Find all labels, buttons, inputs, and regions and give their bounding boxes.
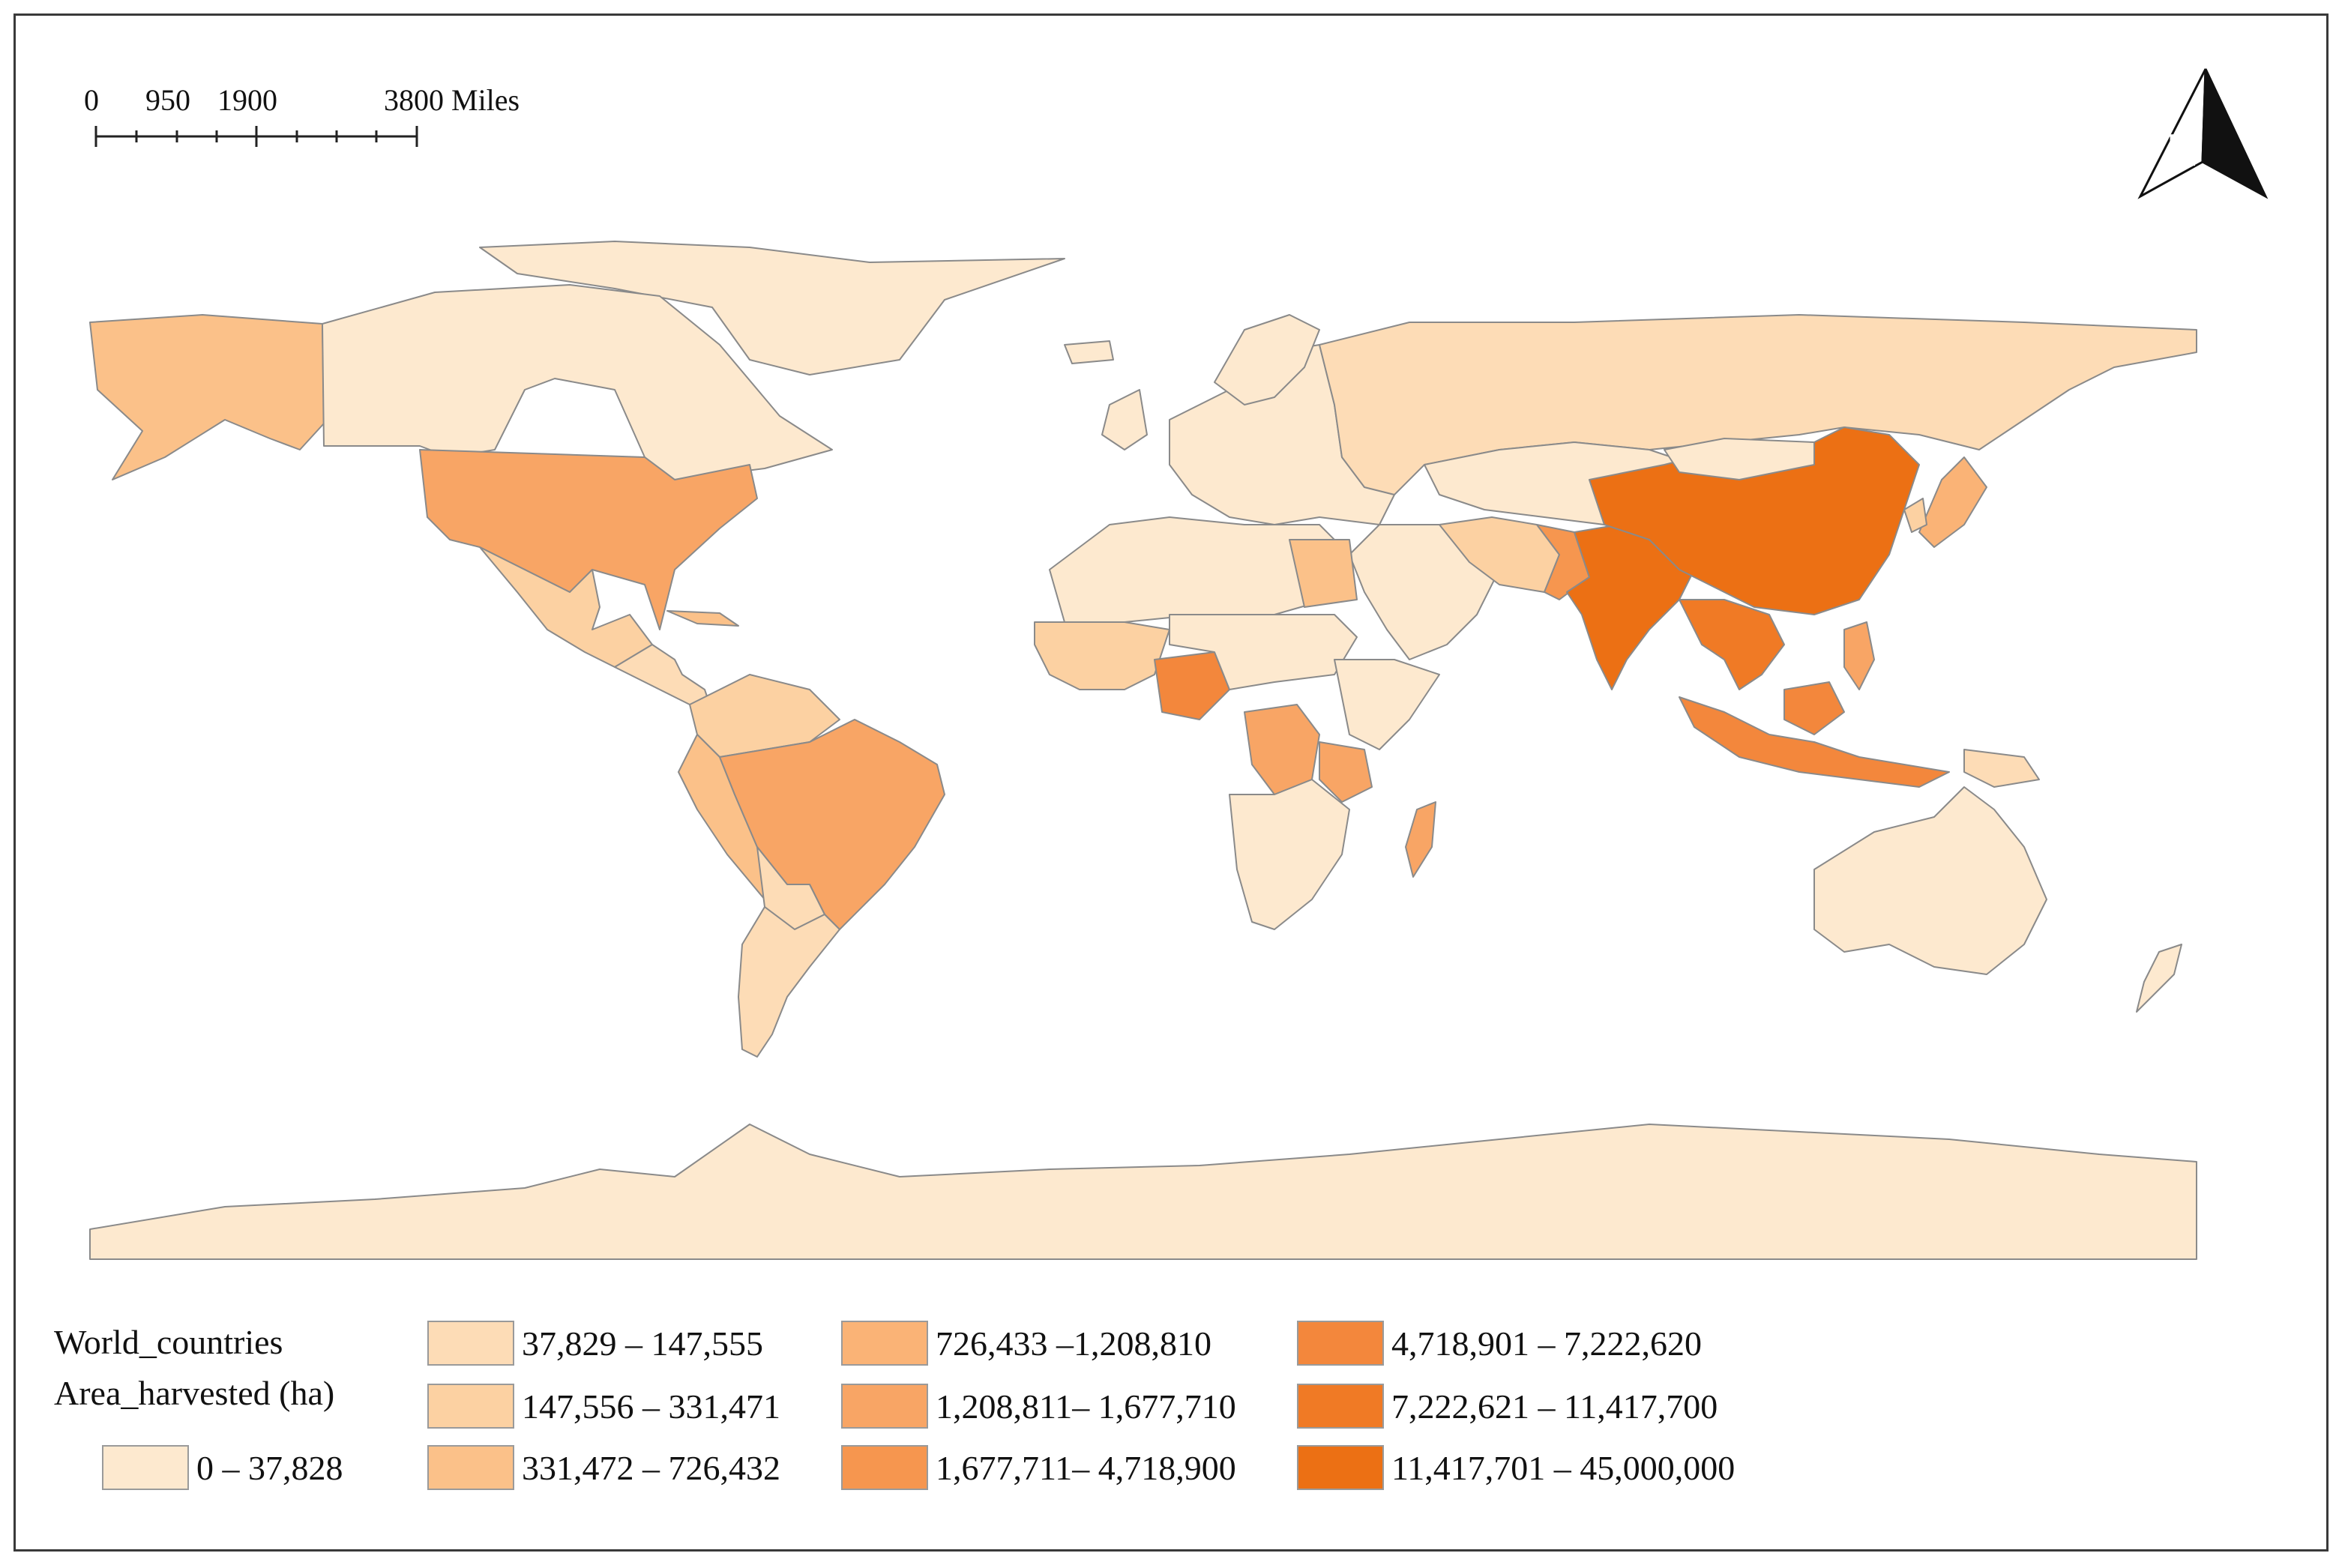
scale-bar bbox=[94, 126, 418, 147]
country-iceland bbox=[1064, 340, 1114, 364]
scale-tick-0: 0 bbox=[84, 83, 99, 117]
legend-label-2: 147,556 – 331,471 bbox=[522, 1387, 780, 1426]
legend-label-5: 1,208,811– 1,677,710 bbox=[936, 1387, 1236, 1426]
legend-swatch-5 bbox=[841, 1384, 928, 1429]
legend-swatch-2 bbox=[427, 1384, 514, 1429]
north-letter: N bbox=[2165, 123, 2200, 176]
country-papua bbox=[1963, 749, 2040, 788]
legend-swatch-6 bbox=[841, 1445, 928, 1490]
country-indonesia bbox=[1679, 696, 1950, 788]
scale-unit: Miles bbox=[451, 83, 520, 117]
legend-layer-name: World_countries bbox=[54, 1323, 283, 1361]
legend-label-4: 726,433 –1,208,810 bbox=[936, 1324, 1211, 1363]
region-southern-cone bbox=[738, 906, 840, 1058]
legend-label-9: 11,417,701 – 45,000,000 bbox=[1391, 1449, 1736, 1487]
legend-field-name: Area_harvested (ha) bbox=[54, 1374, 335, 1412]
country-nigeria bbox=[1154, 651, 1230, 720]
country-brazil bbox=[719, 719, 945, 930]
region-west-africa bbox=[1034, 621, 1170, 690]
country-korea bbox=[1903, 498, 1927, 533]
country-usa bbox=[419, 449, 758, 630]
country-mexico bbox=[479, 546, 653, 668]
legend-label-6: 1,677,711– 4,718,900 bbox=[936, 1449, 1236, 1487]
country-philippines bbox=[1843, 621, 1875, 690]
country-cuba bbox=[666, 610, 739, 627]
region-sahel bbox=[1169, 614, 1358, 690]
country-uk bbox=[1101, 389, 1148, 450]
legend-label-7: 4,718,901 – 7,222,620 bbox=[1391, 1324, 1702, 1363]
country-australia bbox=[1813, 786, 2047, 975]
legend-label-8: 7,222,621 – 11,417,700 bbox=[1391, 1387, 1718, 1426]
region-southern-africa bbox=[1229, 779, 1350, 930]
legend-swatch-7 bbox=[1297, 1321, 1384, 1366]
country-tanzania bbox=[1319, 741, 1373, 803]
country-alaska bbox=[89, 314, 325, 480]
country-madagascar bbox=[1405, 801, 1436, 878]
scale-tick-1900: 1900 bbox=[217, 83, 277, 117]
region-central-america bbox=[614, 644, 713, 713]
scale-tick-3800: 3800 bbox=[384, 83, 444, 117]
legend-label-3: 331,472 – 726,432 bbox=[522, 1449, 780, 1487]
legend-label-0: 0 – 37,828 bbox=[196, 1449, 343, 1487]
region-scandinavia bbox=[1214, 314, 1320, 405]
legend-swatch-1 bbox=[427, 1321, 514, 1366]
north-arrow-icon bbox=[2137, 68, 2269, 199]
scale-tick-950: 950 bbox=[145, 83, 190, 117]
country-russia bbox=[1319, 314, 2197, 495]
legend-swatch-9 bbox=[1297, 1445, 1384, 1490]
legend-swatch-8 bbox=[1297, 1384, 1384, 1429]
region-antarctica bbox=[89, 1124, 2197, 1260]
region-east-africa bbox=[1334, 659, 1440, 750]
country-mongolia bbox=[1664, 438, 1815, 480]
country-new-zealand bbox=[2136, 944, 2182, 1013]
scale-tick-3800-group: 3800 Miles bbox=[384, 85, 520, 115]
region-southeast-asia bbox=[1679, 599, 1785, 690]
legend-label-1: 37,829 – 147,555 bbox=[522, 1324, 763, 1363]
legend-swatch-3 bbox=[427, 1445, 514, 1490]
country-borneo bbox=[1783, 681, 1845, 735]
legend-swatch-4 bbox=[841, 1321, 928, 1366]
map-frame bbox=[13, 13, 2329, 1552]
country-japan bbox=[1918, 456, 1987, 548]
country-egypt bbox=[1289, 539, 1358, 608]
country-greenland bbox=[479, 241, 1065, 376]
legend-swatch-0 bbox=[102, 1445, 189, 1490]
